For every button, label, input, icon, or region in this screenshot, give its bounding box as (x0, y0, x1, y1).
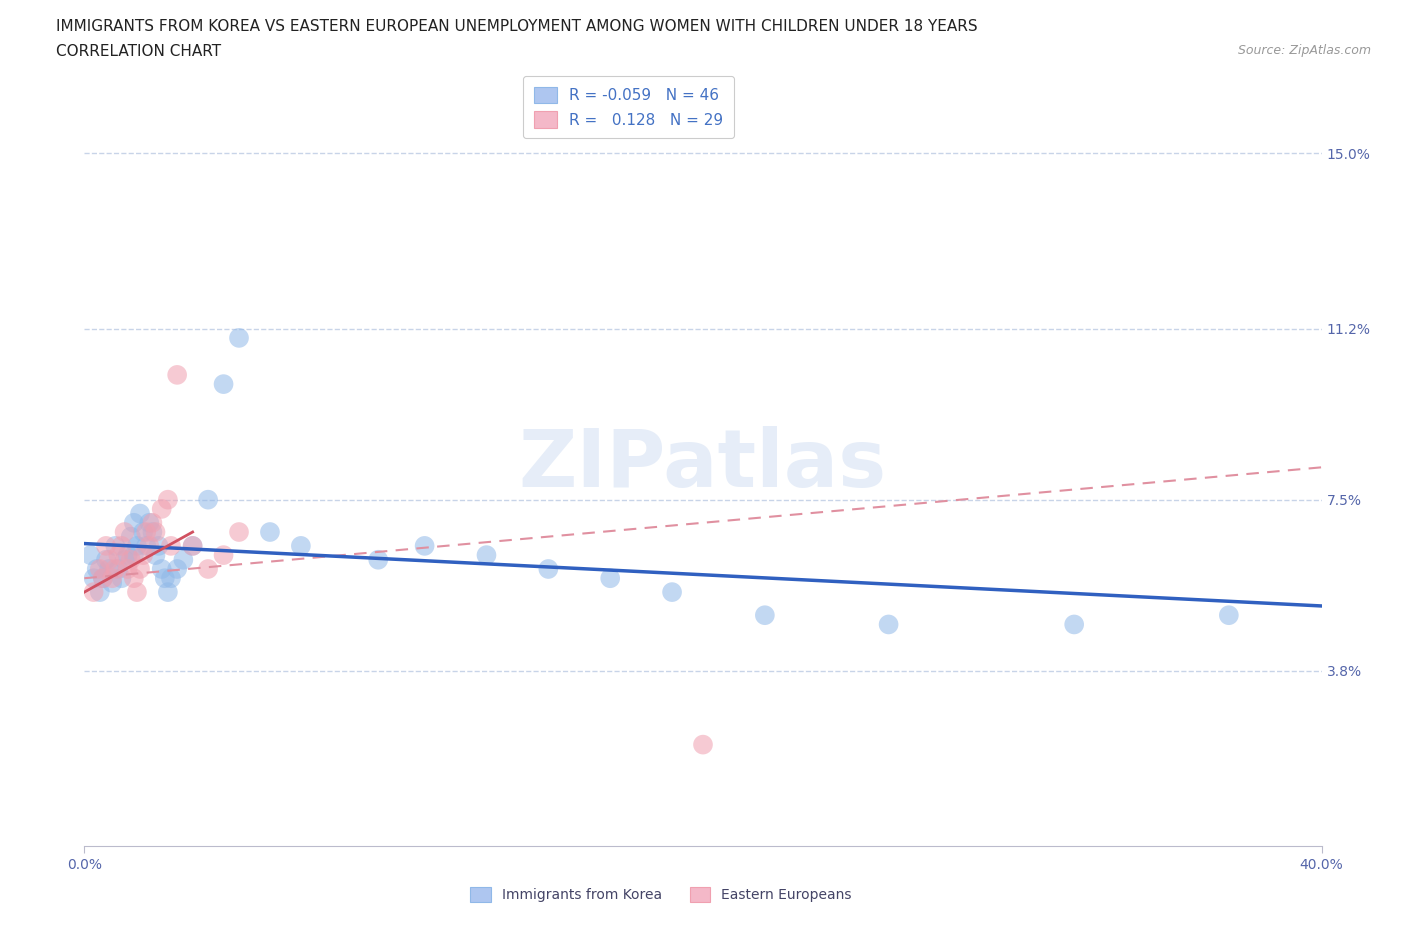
Legend: Immigrants from Korea, Eastern Europeans: Immigrants from Korea, Eastern Europeans (463, 881, 859, 910)
Point (89, 562, 111, 577)
Point (148, 538, 170, 553)
Point (91, 571, 114, 586)
Text: Source: ZipAtlas.com: Source: ZipAtlas.com (1237, 44, 1371, 57)
Point (107, 562, 129, 577)
Point (125, 538, 148, 553)
Point (107, 548, 129, 563)
Point (98, 552, 121, 567)
Text: CORRELATION CHART: CORRELATION CHART (56, 44, 221, 59)
Point (138, 515, 160, 530)
Point (692, 737, 714, 752)
Point (160, 571, 183, 586)
Point (228, 330, 250, 345)
Point (259, 525, 281, 539)
Point (114, 525, 136, 539)
Point (1063, 617, 1085, 631)
Point (86, 562, 108, 577)
Point (290, 538, 312, 553)
Point (117, 548, 139, 563)
Point (1218, 608, 1240, 623)
Point (94, 552, 117, 567)
Point (98, 562, 121, 577)
Point (172, 552, 194, 567)
Point (83, 571, 105, 586)
Point (101, 571, 124, 586)
Point (129, 506, 152, 521)
Point (150, 562, 173, 577)
Point (79, 548, 101, 563)
Point (132, 525, 155, 539)
Point (181, 538, 204, 553)
Point (153, 571, 176, 586)
Point (145, 525, 167, 539)
Text: ZIPatlas: ZIPatlas (519, 426, 887, 504)
Point (135, 538, 157, 553)
Point (537, 562, 560, 577)
Point (125, 585, 148, 600)
Legend: R = -0.059   N = 46, R =   0.128   N = 29: R = -0.059 N = 46, R = 0.128 N = 29 (523, 76, 734, 139)
Point (132, 548, 155, 563)
Point (117, 562, 139, 577)
Point (83, 585, 105, 600)
Point (110, 538, 132, 553)
Point (145, 548, 167, 563)
Point (114, 552, 136, 567)
Point (104, 562, 127, 577)
Point (166, 367, 188, 382)
Point (135, 525, 157, 539)
Point (599, 571, 621, 586)
Point (160, 538, 183, 553)
Point (197, 492, 219, 507)
Point (138, 538, 160, 553)
Point (141, 525, 163, 539)
Point (166, 562, 188, 577)
Point (120, 552, 142, 567)
Point (156, 492, 179, 507)
Point (104, 538, 127, 553)
Point (475, 548, 498, 563)
Point (122, 515, 145, 530)
Point (120, 529, 142, 544)
Point (197, 562, 219, 577)
Point (212, 377, 235, 392)
Point (122, 571, 145, 586)
Point (413, 538, 436, 553)
Point (129, 562, 152, 577)
Point (367, 552, 389, 567)
Point (89, 585, 111, 600)
Point (877, 617, 900, 631)
Point (94, 538, 117, 553)
Point (101, 576, 124, 591)
Point (110, 571, 132, 586)
Point (122, 548, 145, 563)
Point (661, 585, 683, 600)
Point (228, 525, 250, 539)
Point (212, 548, 235, 563)
Point (181, 538, 204, 553)
Point (150, 501, 173, 516)
Point (754, 608, 776, 623)
Point (156, 585, 179, 600)
Point (91, 571, 114, 586)
Text: IMMIGRANTS FROM KOREA VS EASTERN EUROPEAN UNEMPLOYMENT AMONG WOMEN WITH CHILDREN: IMMIGRANTS FROM KOREA VS EASTERN EUROPEA… (56, 19, 977, 33)
Point (141, 515, 163, 530)
